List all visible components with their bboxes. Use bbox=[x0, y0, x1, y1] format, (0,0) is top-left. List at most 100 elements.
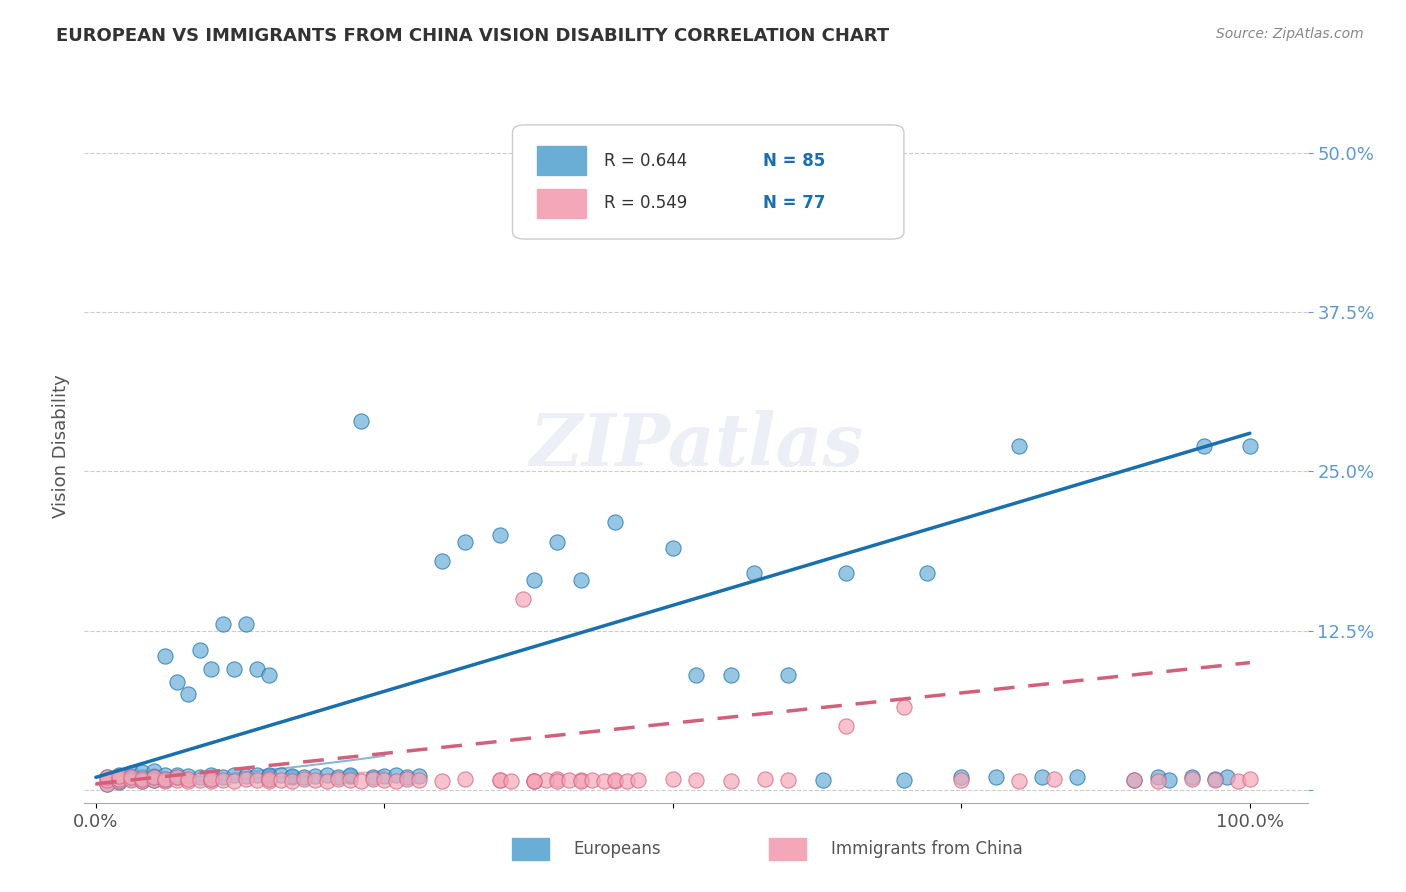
Point bbox=[339, 768, 361, 782]
Point bbox=[592, 774, 614, 789]
Point bbox=[96, 777, 118, 791]
Point bbox=[547, 772, 569, 786]
Point bbox=[1204, 772, 1226, 787]
Point bbox=[662, 772, 685, 786]
Point bbox=[950, 772, 973, 787]
Text: Immigrants from China: Immigrants from China bbox=[831, 840, 1022, 858]
Point bbox=[200, 774, 222, 789]
Point bbox=[108, 774, 131, 789]
Point bbox=[1181, 770, 1204, 784]
Point bbox=[304, 769, 326, 783]
Point bbox=[523, 573, 546, 587]
Point bbox=[120, 766, 142, 780]
Point bbox=[1227, 774, 1250, 789]
Point bbox=[547, 534, 569, 549]
Point bbox=[605, 516, 627, 530]
Text: R = 0.644: R = 0.644 bbox=[605, 152, 688, 169]
Point bbox=[224, 774, 246, 789]
Point bbox=[235, 772, 257, 786]
Point bbox=[246, 772, 269, 787]
Point bbox=[142, 764, 165, 778]
Point bbox=[605, 772, 627, 787]
Point bbox=[166, 770, 188, 784]
Point bbox=[523, 774, 546, 789]
Point bbox=[408, 769, 430, 783]
Point bbox=[177, 688, 200, 702]
Point bbox=[96, 770, 118, 784]
Point bbox=[754, 772, 776, 786]
Point bbox=[454, 534, 477, 549]
Point bbox=[292, 770, 315, 784]
Text: Europeans: Europeans bbox=[574, 840, 661, 858]
Point bbox=[224, 662, 246, 676]
Point bbox=[166, 674, 188, 689]
Point bbox=[662, 541, 685, 555]
Point bbox=[257, 668, 280, 682]
Point bbox=[569, 772, 592, 787]
Point bbox=[1123, 772, 1146, 787]
Point bbox=[153, 774, 176, 789]
Point bbox=[96, 772, 118, 787]
Point bbox=[835, 719, 858, 733]
Point bbox=[1066, 770, 1088, 784]
Point bbox=[108, 769, 131, 783]
Point bbox=[1123, 772, 1146, 787]
Point bbox=[569, 774, 592, 789]
Point bbox=[328, 770, 350, 784]
Point bbox=[153, 768, 176, 782]
Point bbox=[153, 772, 176, 787]
Point bbox=[488, 528, 510, 542]
Point bbox=[142, 772, 165, 787]
Point bbox=[778, 772, 800, 787]
Point bbox=[177, 772, 200, 786]
Point bbox=[361, 772, 384, 786]
Point bbox=[304, 772, 326, 787]
Point bbox=[720, 774, 742, 789]
Point bbox=[1159, 772, 1181, 787]
Point bbox=[177, 769, 200, 783]
Point bbox=[778, 668, 800, 682]
Point bbox=[396, 772, 419, 786]
Point bbox=[153, 772, 176, 786]
Point bbox=[720, 668, 742, 682]
Point bbox=[120, 772, 142, 787]
Point bbox=[339, 772, 361, 787]
Point bbox=[188, 770, 211, 784]
Point bbox=[108, 768, 131, 782]
Point bbox=[315, 774, 337, 789]
Point bbox=[1008, 774, 1031, 789]
Point bbox=[200, 662, 222, 676]
Point bbox=[96, 777, 118, 791]
Point bbox=[281, 774, 304, 789]
Point bbox=[131, 770, 153, 784]
Point bbox=[501, 774, 523, 789]
Point bbox=[893, 700, 915, 714]
Point bbox=[373, 769, 395, 783]
Point bbox=[328, 772, 350, 786]
Point bbox=[153, 649, 176, 664]
Point bbox=[270, 768, 292, 782]
Point bbox=[1239, 772, 1261, 786]
Point bbox=[627, 772, 650, 787]
Point bbox=[396, 770, 419, 784]
Point bbox=[1216, 770, 1239, 784]
Point bbox=[385, 774, 408, 789]
Point bbox=[488, 772, 510, 787]
Point bbox=[454, 772, 477, 786]
Point bbox=[200, 772, 222, 786]
Point bbox=[166, 770, 188, 784]
Point bbox=[142, 770, 165, 784]
Bar bbox=[537, 146, 586, 175]
Point bbox=[120, 769, 142, 783]
Point bbox=[569, 573, 592, 587]
Point bbox=[616, 774, 638, 789]
Point bbox=[224, 768, 246, 782]
Point bbox=[120, 770, 142, 784]
Point bbox=[131, 765, 153, 780]
Bar bbox=[769, 838, 806, 860]
Point bbox=[373, 772, 395, 787]
Point bbox=[835, 566, 858, 581]
Point bbox=[257, 770, 280, 784]
Point bbox=[1146, 770, 1168, 784]
Point bbox=[547, 774, 569, 789]
